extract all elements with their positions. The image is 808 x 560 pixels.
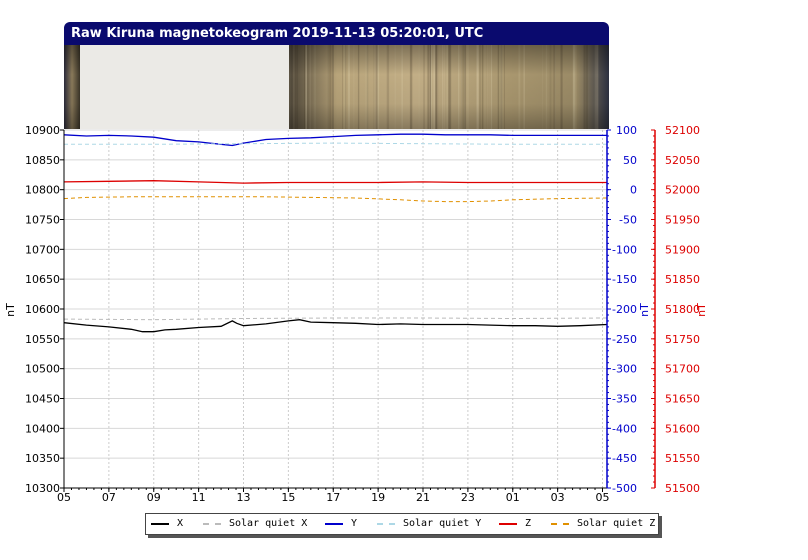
x-tick-label: 17 (326, 491, 340, 504)
left-tick-label: 10900 (25, 124, 60, 137)
red-tick-label: 51650 (665, 393, 700, 406)
series-layer (63, 133, 608, 333)
red-tick-label: 51900 (665, 243, 700, 256)
legend-swatch (377, 523, 395, 525)
blue-tick-label: -500 (612, 482, 637, 495)
red-tick-label: 51500 (665, 482, 700, 495)
x-tick-label: 07 (102, 491, 116, 504)
legend-swatch (203, 523, 221, 525)
left-tick-label: 10300 (25, 482, 60, 495)
series-line-solar-quiet-z (63, 196, 608, 203)
keogram-image (64, 45, 609, 129)
red-tick-label: 51550 (665, 452, 700, 465)
red-tick-label: 51750 (665, 333, 700, 346)
left-tick-label: 10850 (25, 154, 60, 167)
legend-swatch (151, 523, 169, 525)
left-tick-label: 10400 (25, 422, 60, 435)
left-tick-label: 10550 (25, 333, 60, 346)
red-axis-label: nT (695, 303, 708, 317)
chart-title: Raw Kiruna magnetokeogram 2019-11-13 05:… (71, 26, 484, 41)
legend-label: Y (351, 518, 358, 529)
x-tick-label: 05 (596, 491, 610, 504)
legend-label: X (177, 518, 184, 529)
blue-tick-label: -100 (612, 243, 637, 256)
x-tick-label: 11 (192, 491, 206, 504)
blue-tick-label: -150 (612, 273, 637, 286)
legend-label: Solar quiet Z (577, 518, 656, 529)
chart-grid (63, 129, 607, 489)
blue-tick-label: 50 (623, 154, 637, 167)
red-tick-label: 51700 (665, 363, 700, 376)
x-tick-label: 13 (237, 491, 251, 504)
x-tick-label: 23 (461, 491, 475, 504)
left-tick-label: 10750 (25, 214, 60, 227)
legend-label: Solar quiet Y (403, 518, 482, 529)
axes-layer (60, 129, 656, 492)
blue-tick-label: -350 (612, 393, 637, 406)
left-tick-label: 10450 (25, 393, 60, 406)
x-tick-label: 19 (371, 491, 385, 504)
magnetogram-chart: 10300 10350 10400 10450 10500 10550 10600 10650… (4, 124, 708, 504)
blue-tick-label: -400 (612, 422, 637, 435)
red-tick-label: 51850 (665, 273, 700, 286)
x-tick-label: 05 (57, 491, 71, 504)
tick-labels: 10300 10350 10400 10450 10500 10550 10600 10650… (25, 124, 700, 504)
x-tick-label: 21 (416, 491, 430, 504)
x-tick-label: 09 (147, 491, 161, 504)
blue-tick-label: -50 (619, 214, 637, 227)
left-tick-label: 10800 (25, 184, 60, 197)
blue-tick-label: -450 (612, 452, 637, 465)
left-tick-label: 10600 (25, 303, 60, 316)
chart-legend: X Solar quiet X Y Solar quiet Y Z Solar quiet… (145, 513, 659, 535)
left-tick-label: 10700 (25, 243, 60, 256)
x-tick-label: 01 (506, 491, 520, 504)
series-line-y (63, 133, 607, 147)
red-tick-label: 52100 (665, 124, 700, 137)
legend-label: Solar quiet X (229, 518, 308, 529)
red-tick-label: 52050 (665, 154, 700, 167)
blue-axis-label: nT (638, 303, 651, 317)
red-tick-label: 52000 (665, 184, 700, 197)
blue-tick-label: -200 (612, 303, 637, 316)
legend-swatch (499, 523, 517, 525)
left-tick-label: 10650 (25, 273, 60, 286)
left-tick-label: 10350 (25, 452, 60, 465)
series-line-solar-quiet-x (63, 317, 608, 321)
red-tick-label: 51600 (665, 422, 700, 435)
blue-tick-label: -250 (612, 333, 637, 346)
x-tick-label: 15 (281, 491, 295, 504)
legend-label: Z (525, 518, 532, 529)
legend-swatch (551, 523, 569, 525)
red-tick-label: 51950 (665, 214, 700, 227)
legend-swatch (325, 523, 343, 525)
series-line-x (63, 319, 608, 333)
title-bar: Raw Kiruna magnetokeogram 2019-11-13 05:… (64, 22, 609, 45)
left-axis-label: nT (4, 303, 17, 317)
left-tick-label: 10500 (25, 363, 60, 376)
red-tick-label: 51800 (665, 303, 700, 316)
series-line-solar-quiet-y (64, 142, 607, 145)
series-line-z (63, 180, 607, 184)
x-tick-label: 03 (551, 491, 565, 504)
blue-tick-label: -300 (612, 363, 637, 376)
blue-tick-label: 0 (630, 184, 637, 197)
keogram-image-strip (64, 45, 609, 129)
blue-tick-label: 100 (616, 124, 637, 137)
